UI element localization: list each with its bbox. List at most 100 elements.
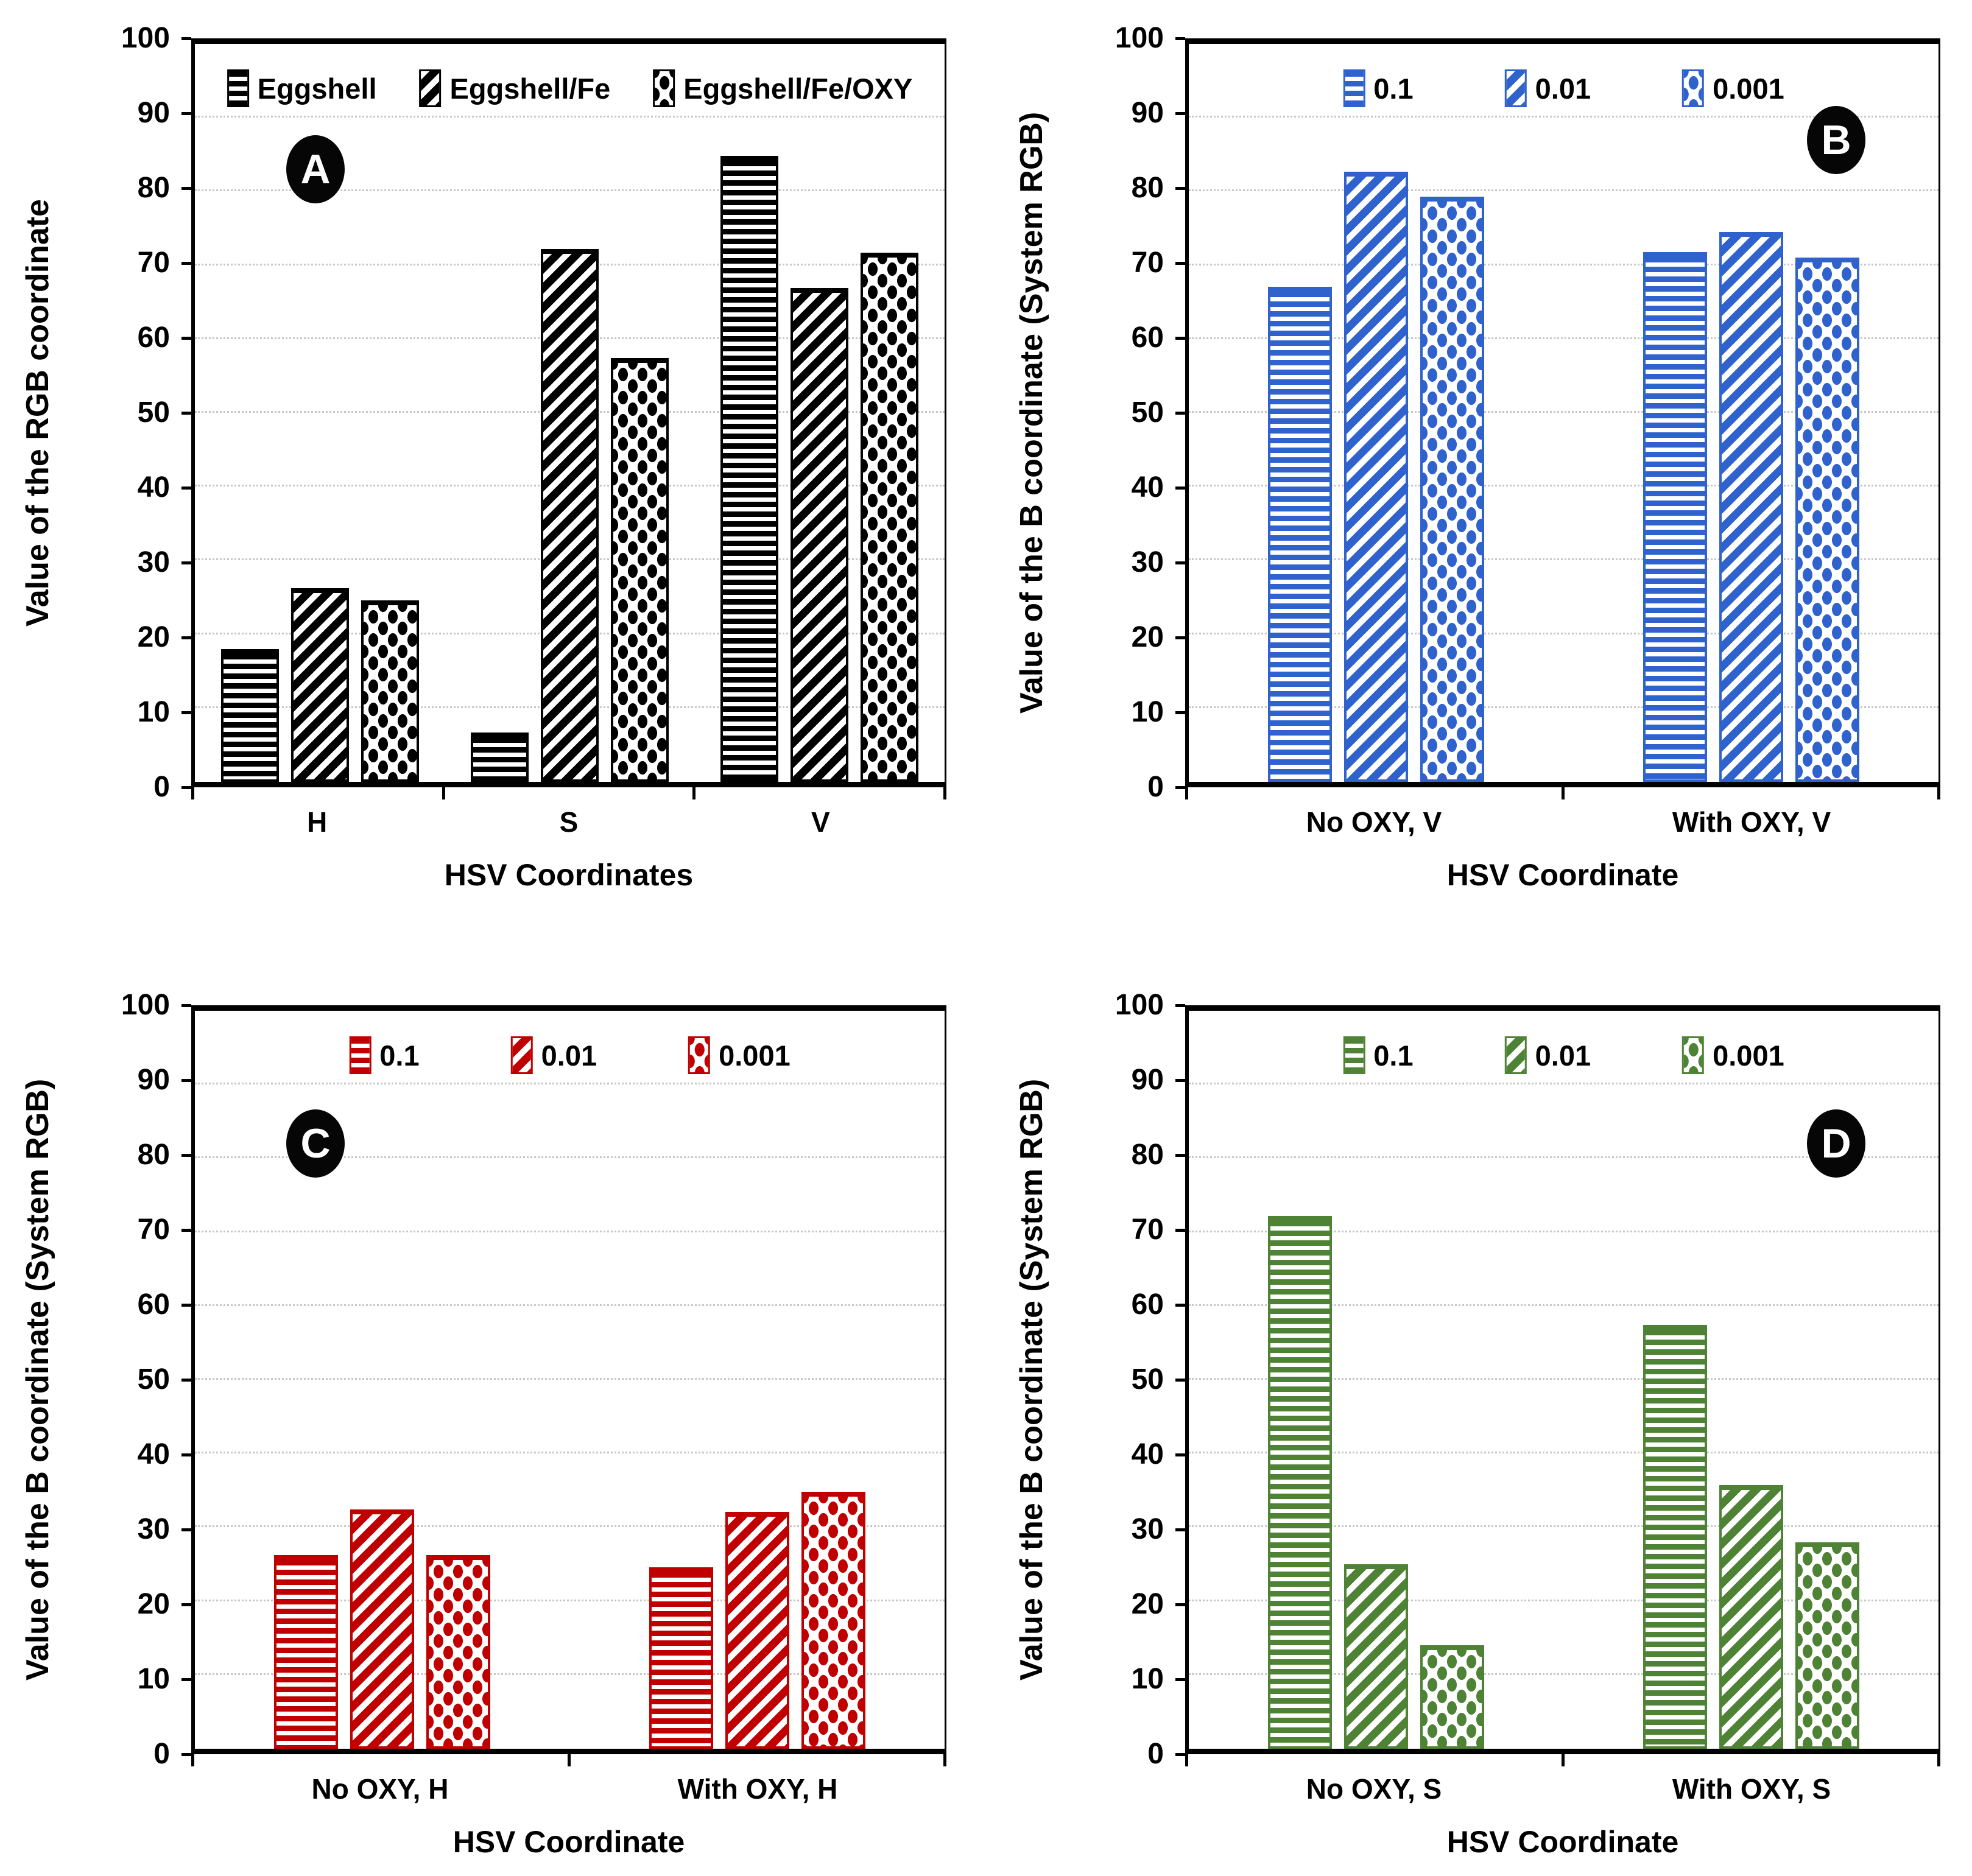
gridline (1189, 1304, 1939, 1306)
legend-item: 0.001 (1682, 69, 1784, 107)
y-tick-mark (1175, 412, 1185, 415)
bar-group (445, 44, 694, 782)
y-tick-label: 10 (1131, 1663, 1164, 1695)
y-tick-mark (1175, 1004, 1185, 1007)
y-tick-label: 90 (137, 1064, 170, 1096)
y-tick-label: 30 (1131, 546, 1164, 578)
y-tick-label: 100 (121, 989, 170, 1021)
panel-badge: D (1807, 1109, 1865, 1178)
y-tick-mark (181, 1379, 191, 1382)
y-tick-mark (1175, 1304, 1185, 1307)
legend-item: 0.01 (1504, 1036, 1591, 1074)
bar (610, 358, 669, 782)
bar (649, 1567, 713, 1749)
gridline (1189, 1599, 1939, 1601)
gridline (195, 1230, 945, 1232)
y-tick-mark (1175, 487, 1185, 490)
bar-group (1564, 44, 1939, 782)
legend-item: 0.1 (349, 1036, 420, 1074)
plot-area: 0.1 0.01 0.001 B (1185, 38, 1940, 787)
legend-item: 0.001 (1682, 1036, 1784, 1074)
category-label: No OXY, S (1306, 1773, 1442, 1805)
bar (361, 600, 419, 782)
bar (1344, 1564, 1409, 1749)
legend-swatch-icon (1682, 69, 1705, 107)
y-tick-mark (1175, 262, 1185, 265)
gridline (1189, 411, 1939, 413)
y-tick-label: 60 (137, 321, 170, 354)
y-tick-mark (181, 1603, 191, 1606)
category-label: With OXY, V (1672, 806, 1831, 838)
plot-area: Eggshell Eggshell/Fe Eggshell/Fe/OXY A (191, 38, 946, 787)
gridline (1189, 263, 1939, 265)
y-tick-label: 50 (1131, 396, 1164, 429)
legend: Eggshell Eggshell/Fe Eggshell/Fe/OXY (227, 69, 913, 107)
x-tick-mark (1561, 787, 1565, 799)
bar (540, 248, 599, 782)
legend-label: 0.001 (719, 1039, 791, 1072)
y-tick-label: 60 (1131, 321, 1164, 354)
y-tick-label: 0 (153, 1738, 170, 1770)
bar-group (195, 44, 445, 782)
bar (720, 156, 779, 782)
legend-item: 0.1 (1343, 1036, 1414, 1074)
y-tick-mark (181, 262, 191, 265)
y-tick-label: 100 (121, 22, 170, 54)
gridline (195, 116, 945, 118)
y-tick-mark (181, 1004, 191, 1007)
bar (1420, 1645, 1485, 1749)
y-tick-mark (1175, 37, 1185, 40)
y-tick-label: 80 (1131, 172, 1164, 204)
y-tick-label: 50 (137, 1363, 170, 1396)
legend-label: 0.01 (1535, 72, 1591, 105)
legend-label: 0.1 (1373, 1039, 1414, 1072)
gridline (195, 1378, 945, 1380)
gridline (1189, 1452, 1939, 1454)
legend-swatch-icon (1343, 69, 1365, 107)
y-tick-label: 90 (137, 97, 170, 129)
bar-groups (1189, 44, 1939, 782)
gridline (195, 1452, 945, 1454)
y-tick-mark (181, 1753, 191, 1756)
x-axis-title: HSV Coordinate (1446, 858, 1679, 892)
legend-item: 0.001 (688, 1036, 791, 1074)
y-tick-mark (181, 337, 191, 340)
category-label: S (559, 806, 579, 838)
y-tick-label: 40 (137, 1438, 170, 1470)
bar (1719, 1485, 1783, 1749)
legend-item: Eggshell/Fe (419, 69, 610, 107)
legend-label: Eggshell/Fe/OXY (683, 72, 913, 105)
gridline (1189, 1230, 1939, 1232)
y-tick-mark (181, 1453, 191, 1456)
y-tick-label: 40 (1131, 471, 1164, 504)
legend-swatch-icon (227, 69, 249, 107)
y-tick-label: 80 (1131, 1139, 1164, 1171)
y-tick-label: 40 (1131, 1438, 1164, 1470)
legend: 0.1 0.01 0.001 (349, 1036, 791, 1074)
x-tick-mark (442, 787, 445, 799)
x-axis-title: HSV Coordinate (1446, 1825, 1679, 1859)
y-tick-mark (181, 1154, 191, 1157)
legend-item: 0.01 (510, 1036, 597, 1074)
legend: 0.1 0.01 0.001 (1343, 1036, 1784, 1074)
category-label: V (811, 806, 830, 838)
y-tick-mark (1175, 112, 1185, 115)
bar-groups (195, 44, 945, 782)
x-tick-mark (692, 787, 696, 799)
bar (274, 1555, 339, 1749)
legend-label: Eggshell (257, 72, 377, 105)
y-tick-label: 70 (137, 1214, 170, 1246)
gridline (1189, 337, 1939, 339)
x-axis-title: HSV Coordinate (453, 1825, 685, 1859)
bar-groups (195, 1011, 945, 1749)
gridline (195, 1673, 945, 1675)
y-tick-mark (181, 636, 191, 639)
category-label: No OXY, V (1306, 806, 1442, 838)
bar-group (695, 44, 945, 782)
plot-area: 0.1 0.01 0.001 D (1185, 1005, 1940, 1754)
category-label: No OXY, H (311, 1773, 449, 1805)
plot-area: 0.1 0.01 0.001 C (191, 1005, 946, 1754)
bar (470, 732, 529, 782)
gridline (1189, 706, 1939, 708)
